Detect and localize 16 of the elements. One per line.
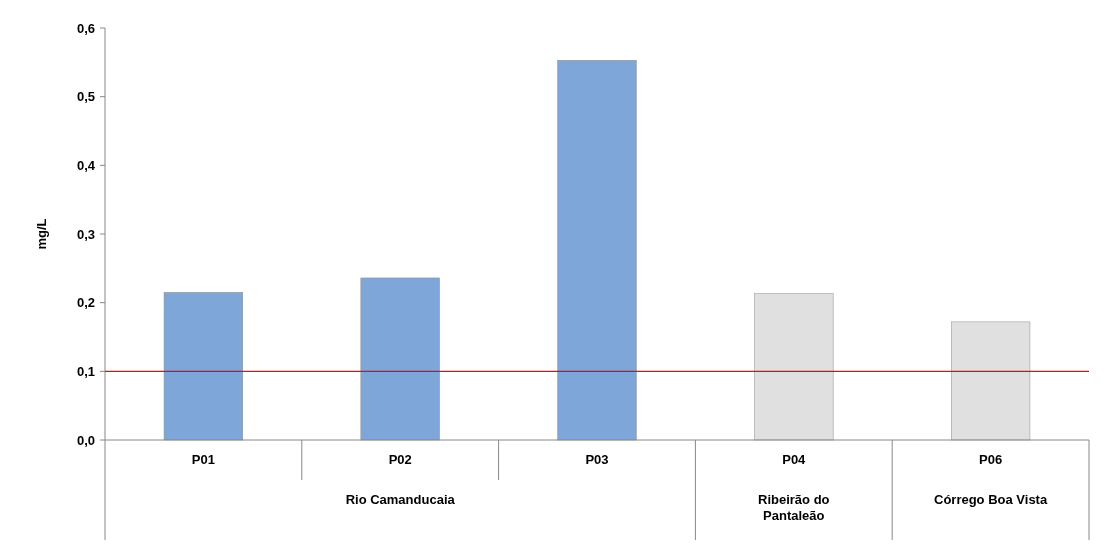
text: Ribeirão do Pantaleão xyxy=(758,492,830,523)
text: Rio Camanducaia xyxy=(345,492,456,507)
y-tick-label: 0,4 xyxy=(76,157,96,173)
text: Córrego Boa Vista xyxy=(934,492,1048,507)
y-axis-title: mg/L xyxy=(34,218,49,250)
x-tick-label: P06 xyxy=(979,452,1003,467)
y-tick-label: 0,2 xyxy=(76,295,95,311)
y-tick-label: 0,5 xyxy=(76,89,95,105)
x-tick-label: P04 xyxy=(782,452,807,467)
x-tick-label: P02 xyxy=(388,452,412,467)
y-tick-label: 0,6 xyxy=(76,20,95,36)
y-tick-label: 0,1 xyxy=(76,363,95,379)
x-tick-label: P01 xyxy=(191,452,215,467)
x-tick-label: P03 xyxy=(585,452,609,467)
y-tick-label: 0,0 xyxy=(76,432,95,448)
y-tick-label: 0,3 xyxy=(76,226,95,242)
